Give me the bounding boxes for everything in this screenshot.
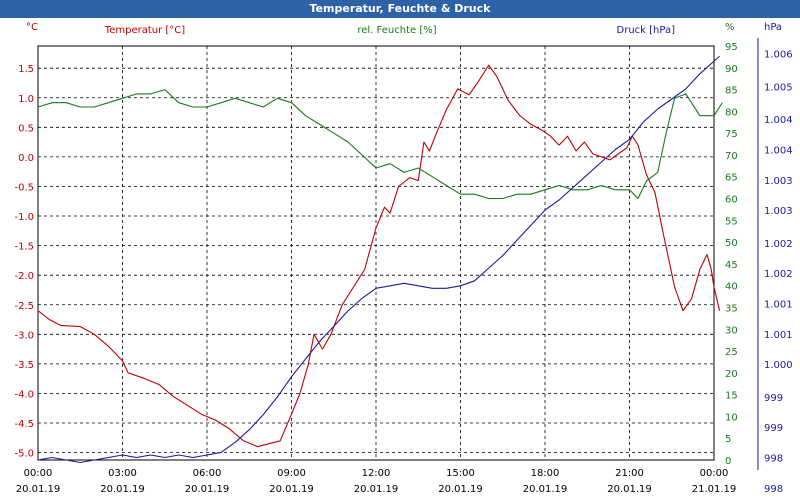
plot-area [37, 45, 715, 461]
x-tick-date: 20.01.19 [16, 484, 61, 495]
x-tick-time: 15:00 [446, 468, 475, 479]
temperature-tick-label: -3.0 [14, 330, 34, 341]
temperature-tick-label: -2.5 [14, 301, 34, 312]
temperature-tick-label: -3.5 [14, 360, 34, 371]
x-tick-date: 20.01.19 [354, 484, 399, 495]
temperature-tick-label: -5.0 [14, 449, 34, 460]
pressure-tick-label: 1.001 [764, 299, 793, 310]
temperature-tick-label: 0.5 [18, 123, 34, 134]
humidity-tick-label: 25 [725, 347, 738, 358]
pressure-tick-label: 1.000 [764, 360, 793, 371]
humidity-line [37, 89, 723, 200]
humidity-tick-label: 75 [725, 129, 738, 140]
pressure-tick-label: 999 [764, 423, 783, 434]
chart-title: Temperatur, Feuchte & Druck [309, 2, 491, 15]
pressure-tick-label: 1.003 [764, 206, 793, 217]
temperature-tick-label: 0.0 [18, 153, 34, 164]
chart-canvas: °C 1.5 1.0 0.5 0.0 -0.5 -1.0 -1.5 -2.0 -2.5 -3.0 -3… [14, 22, 793, 495]
x-tick-date: 20.01.19 [607, 484, 652, 495]
humidity-tick-label: 90 [725, 64, 738, 75]
temperature-line [37, 64, 721, 448]
pressure-tick-label: 1.004 [764, 146, 793, 157]
x-tick-time: 12:00 [362, 468, 391, 479]
x-tick-date: 20.01.19 [100, 484, 145, 495]
pressure-tick-label: 1.004 [764, 115, 793, 126]
temperature-tick-label: -4.5 [14, 419, 34, 430]
grid [37, 46, 715, 460]
x-tick-time: 00:00 [24, 468, 53, 479]
temperature-tick-label: 1.5 [18, 64, 34, 75]
humidity-tick-label: 80 [725, 107, 738, 118]
humidity-tick-label: 35 [725, 303, 738, 314]
temperature-tick-label: -1.0 [14, 212, 34, 223]
humidity-tick-label: 5 [725, 434, 731, 445]
humidity-unit-label: % [725, 22, 735, 33]
temperature-unit-label: °C [26, 22, 38, 33]
pressure-tick-label: 1.003 [764, 176, 793, 187]
x-tick-time: 00:00 [700, 468, 729, 479]
x-tick-date: 20.01.19 [523, 484, 568, 495]
legend-temperature: Temperatur [°C] [104, 25, 185, 36]
temperature-tick-label: 1.0 [18, 94, 34, 105]
humidity-tick-label: 0 [725, 456, 731, 467]
legend-pressure: Druck [hPa] [617, 25, 676, 36]
x-tick-time: 09:00 [277, 468, 306, 479]
humidity-tick-label: 30 [725, 325, 738, 336]
humidity-tick-label: 70 [725, 151, 738, 162]
humidity-tick-label: 65 [725, 173, 738, 184]
temperature-tick-label: -1.5 [14, 242, 34, 253]
pressure-tick-label: 1.005 [764, 82, 793, 93]
humidity-tick-label: 10 [725, 412, 738, 423]
humidity-tick-label: 50 [725, 238, 738, 249]
pressure-axis: hPa 1.006 1.005 1.004 1.004 1.003 1.003 1.002 1.… [757, 22, 793, 495]
pressure-tick-label: 999 [764, 393, 783, 404]
legend: Temperatur [°C] rel. Feuchte [%] Druck [hP… [104, 25, 675, 36]
humidity-tick-label: 45 [725, 260, 738, 271]
x-tick-date: 20.01.19 [269, 484, 314, 495]
humidity-tick-label: 20 [725, 369, 738, 380]
humidity-tick-label: 85 [725, 86, 738, 97]
x-tick-time: 03:00 [108, 468, 137, 479]
pressure-line [37, 55, 720, 464]
left-axis: °C 1.5 1.0 0.5 0.0 -0.5 -1.0 -1.5 -2.0 -2.5 -3.0 -3… [14, 22, 38, 460]
pressure-tick-label: 1.002 [764, 269, 793, 280]
x-tick-date: 21.01.19 [692, 484, 737, 495]
pressure-unit-label: hPa [764, 22, 782, 33]
pressure-tick-label: 1.002 [764, 239, 793, 250]
legend-humidity: rel. Feuchte [%] [357, 25, 436, 36]
x-axis: 00:00 20.01.19 03:00 20.01.19 06:00 20.01.19 0… [16, 468, 737, 495]
temperature-tick-label: -2.0 [14, 271, 34, 282]
pressure-tick-label: 1.006 [764, 50, 793, 61]
humidity-tick-label: 55 [725, 216, 738, 227]
pressure-tick-label: 1.001 [764, 330, 793, 341]
humidity-tick-label: 60 [725, 195, 738, 206]
pressure-tick-label: 998 [764, 484, 783, 495]
x-tick-time: 06:00 [193, 468, 222, 479]
humidity-tick-label: 95 [725, 42, 738, 53]
humidity-tick-label: 40 [725, 282, 738, 293]
x-tick-date: 20.01.19 [438, 484, 483, 495]
x-tick-date: 20.01.19 [185, 484, 230, 495]
chart-titlebar: Temperatur, Feuchte & Druck [0, 0, 800, 18]
humidity-tick-label: 15 [725, 391, 738, 402]
temperature-tick-label: -4.0 [14, 389, 34, 400]
series-lines [37, 55, 723, 464]
pressure-tick-label: 998 [764, 453, 783, 464]
x-tick-time: 18:00 [531, 468, 560, 479]
x-tick-time: 21:00 [615, 468, 644, 479]
temperature-tick-label: -0.5 [14, 182, 34, 193]
